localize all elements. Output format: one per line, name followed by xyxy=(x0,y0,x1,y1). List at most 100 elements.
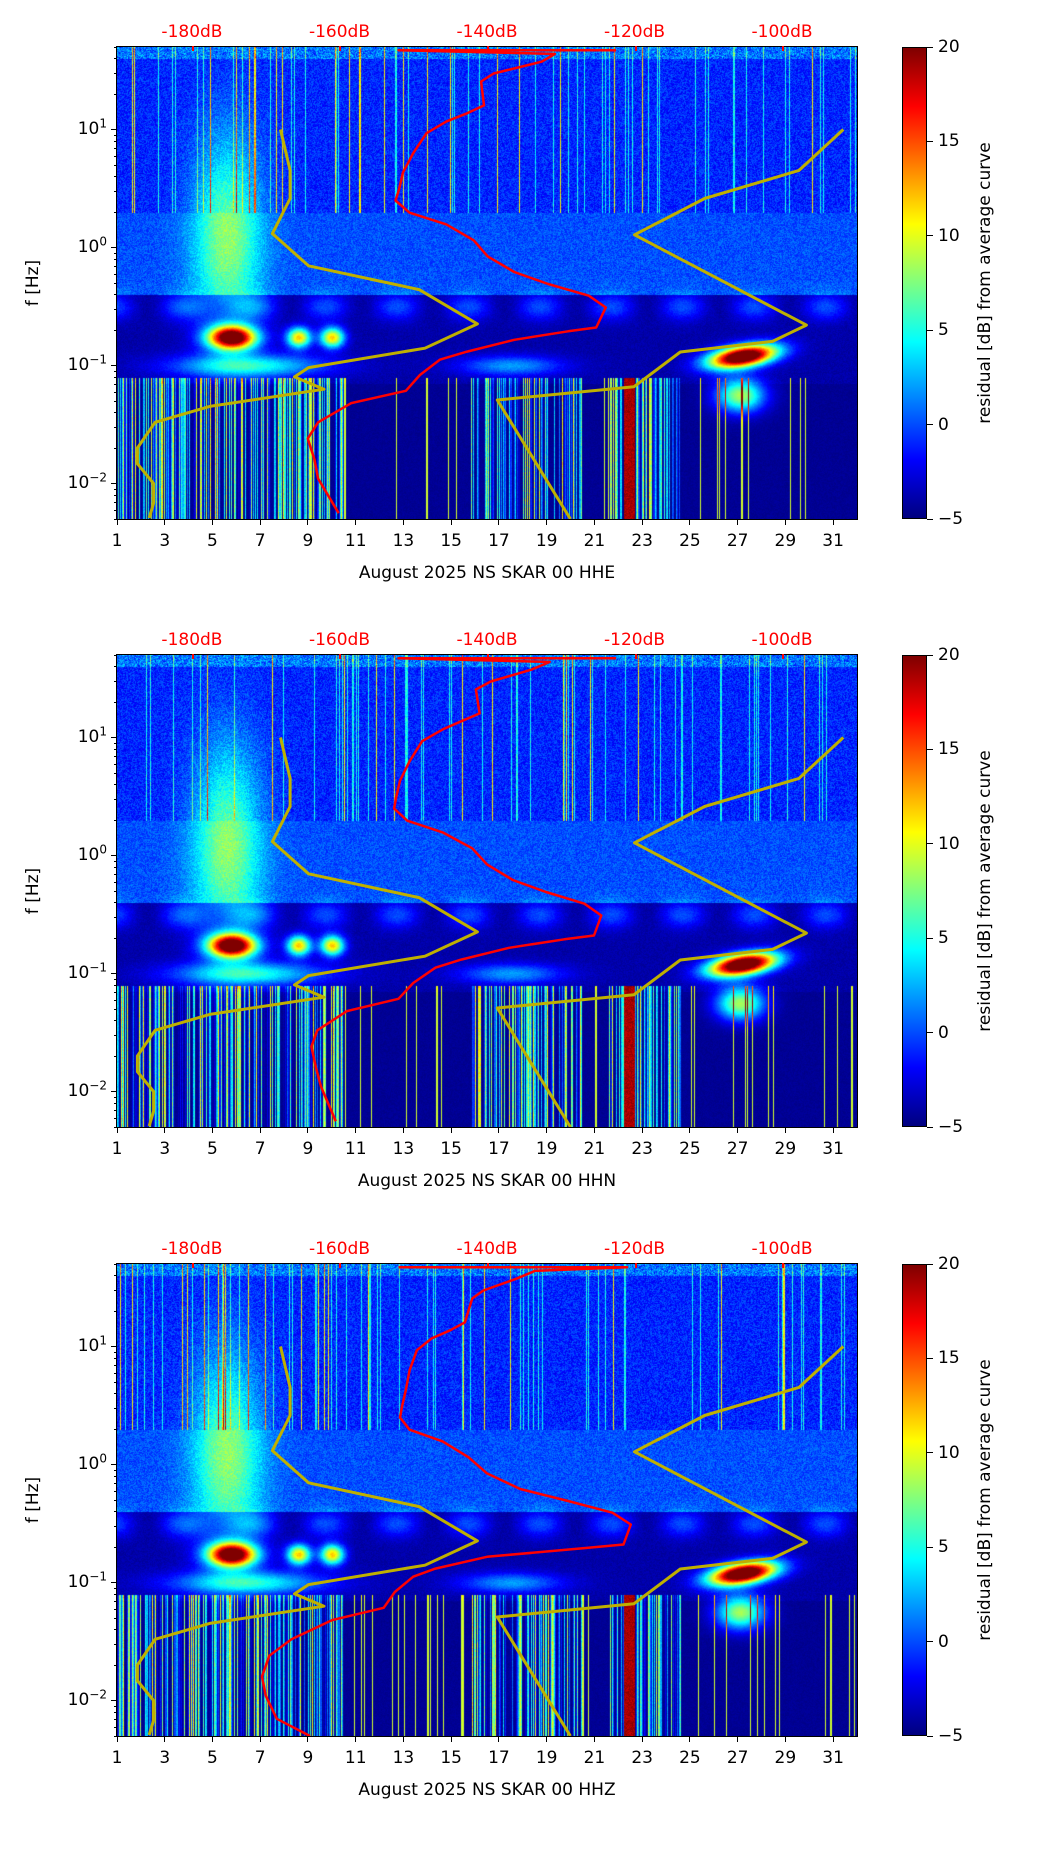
y-minor-tick xyxy=(114,147,117,149)
y-minor-tick xyxy=(114,140,117,142)
y-minor-tick xyxy=(114,1020,117,1022)
y-minor-tick xyxy=(114,891,117,892)
x-tick xyxy=(546,519,548,525)
colorbar-tick-label: 5 xyxy=(938,928,949,949)
y-tick xyxy=(111,246,117,248)
y-minor-tick xyxy=(114,1618,117,1619)
x-tick xyxy=(211,1736,213,1742)
y-minor-tick xyxy=(114,1600,117,1602)
mean-psd-curve xyxy=(260,1265,633,1738)
y-tick-exponent: 1 xyxy=(99,1334,107,1349)
x-tick-label: 27 xyxy=(726,531,749,551)
colorbar-tick-label: 0 xyxy=(938,414,949,435)
x-tick-label: 11 xyxy=(344,531,367,551)
y-tick-label: 10−1 xyxy=(68,1570,107,1593)
x-tick xyxy=(641,519,643,525)
y-minor-tick xyxy=(114,1290,117,1292)
x-tick xyxy=(689,1736,691,1742)
colorbar-tick-label: 10 xyxy=(938,1442,960,1463)
x-tick-label: 31 xyxy=(822,1748,844,1768)
colorbar-tick-label: 20 xyxy=(938,1254,960,1274)
colorbar-tick-label: 15 xyxy=(938,1348,960,1369)
y-axis-label: f [Hz] xyxy=(23,259,43,307)
colorbar-label: residual [dB] from average curve xyxy=(975,750,995,1032)
x-tick-label: 19 xyxy=(535,1139,558,1159)
top-axis-tick-label: -180dB xyxy=(161,1239,223,1259)
y-minor-tick xyxy=(114,1475,117,1477)
y-minor-tick xyxy=(114,1035,117,1037)
x-tick xyxy=(355,1127,357,1133)
y-minor-tick xyxy=(114,1587,117,1589)
x-tick xyxy=(832,519,834,525)
x-tick xyxy=(546,1736,548,1742)
colorbar-tick xyxy=(927,1735,933,1737)
x-tick-label: 5 xyxy=(207,1139,218,1159)
y-minor-tick xyxy=(114,1117,117,1119)
colorbar-tick xyxy=(927,1032,933,1034)
y-tick-label: 10−2 xyxy=(68,1079,107,1102)
colorbar-tick xyxy=(927,46,933,48)
x-tick-label: 5 xyxy=(207,1748,218,1768)
x-tick xyxy=(641,1127,643,1133)
top-axis-tick xyxy=(782,46,785,51)
x-tick xyxy=(259,1127,261,1133)
x-tick xyxy=(546,1127,548,1133)
top-axis-tick xyxy=(782,654,785,659)
x-tick-label: 13 xyxy=(392,1139,415,1159)
x-tick-label: 9 xyxy=(302,531,314,551)
y-minor-tick xyxy=(114,501,117,503)
x-tick-label: 29 xyxy=(774,1748,797,1768)
x-tick xyxy=(402,1736,404,1742)
spectrogram-heatmap xyxy=(117,1264,857,1736)
x-tick xyxy=(689,1127,691,1133)
x-tick xyxy=(593,1127,595,1133)
y-tick-base: 10 xyxy=(77,845,100,866)
x-tick xyxy=(164,1736,166,1742)
x-tick xyxy=(355,1736,357,1742)
y-tick-label: 101 xyxy=(78,1334,107,1357)
x-tick xyxy=(164,1127,166,1133)
y-tick-base: 10 xyxy=(67,473,90,494)
top-axis-tick xyxy=(191,1263,194,1268)
x-tick xyxy=(641,1736,643,1742)
top-axis-tick xyxy=(634,1263,637,1268)
x-tick-label: 15 xyxy=(440,531,463,551)
x-tick-label: 27 xyxy=(726,1139,749,1159)
x-tick-label: 5 xyxy=(207,531,218,551)
x-axis-label: August 2025 NS SKAR 00 HHN xyxy=(357,1171,617,1191)
y-tick-base: 10 xyxy=(67,963,90,984)
y-minor-tick xyxy=(114,1428,117,1430)
y-minor-tick xyxy=(114,873,117,875)
colorbar-tick-label: −5 xyxy=(938,509,964,529)
y-tick-label: 100 xyxy=(78,1452,107,1475)
x-tick xyxy=(593,519,595,525)
y-minor-tick xyxy=(114,412,117,414)
y-tick-base: 10 xyxy=(77,1336,100,1357)
colorbar-tick-label: 10 xyxy=(938,225,960,246)
y-tick-exponent: −2 xyxy=(89,1688,107,1703)
colorbar-tick-label: 5 xyxy=(938,1537,949,1558)
y-axis-label: f [Hz] xyxy=(23,867,43,915)
y-minor-tick xyxy=(114,273,117,275)
y-minor-tick xyxy=(114,1009,117,1010)
colorbar-tick-label: 15 xyxy=(938,131,960,152)
y-tick-base: 10 xyxy=(67,1690,90,1711)
y-tick-exponent: −1 xyxy=(89,1570,107,1585)
y-minor-tick xyxy=(114,1372,117,1374)
x-tick-label: 19 xyxy=(535,531,558,551)
x-tick xyxy=(498,519,500,525)
top-axis-tick xyxy=(191,46,194,51)
x-tick-label: 15 xyxy=(440,1748,463,1768)
mean-psd-curve xyxy=(306,48,617,514)
x-tick-label: 9 xyxy=(302,1139,314,1159)
y-minor-tick xyxy=(114,1264,117,1265)
x-tick xyxy=(450,1127,452,1133)
x-tick xyxy=(116,1127,118,1133)
y-minor-tick xyxy=(114,1408,117,1410)
x-tick xyxy=(164,519,166,525)
x-tick xyxy=(498,1127,500,1133)
top-axis-tick xyxy=(487,1263,489,1268)
x-tick xyxy=(737,1127,739,1133)
colorbar-label: residual [dB] from average curve xyxy=(975,142,995,424)
x-tick-label: 3 xyxy=(159,531,171,551)
